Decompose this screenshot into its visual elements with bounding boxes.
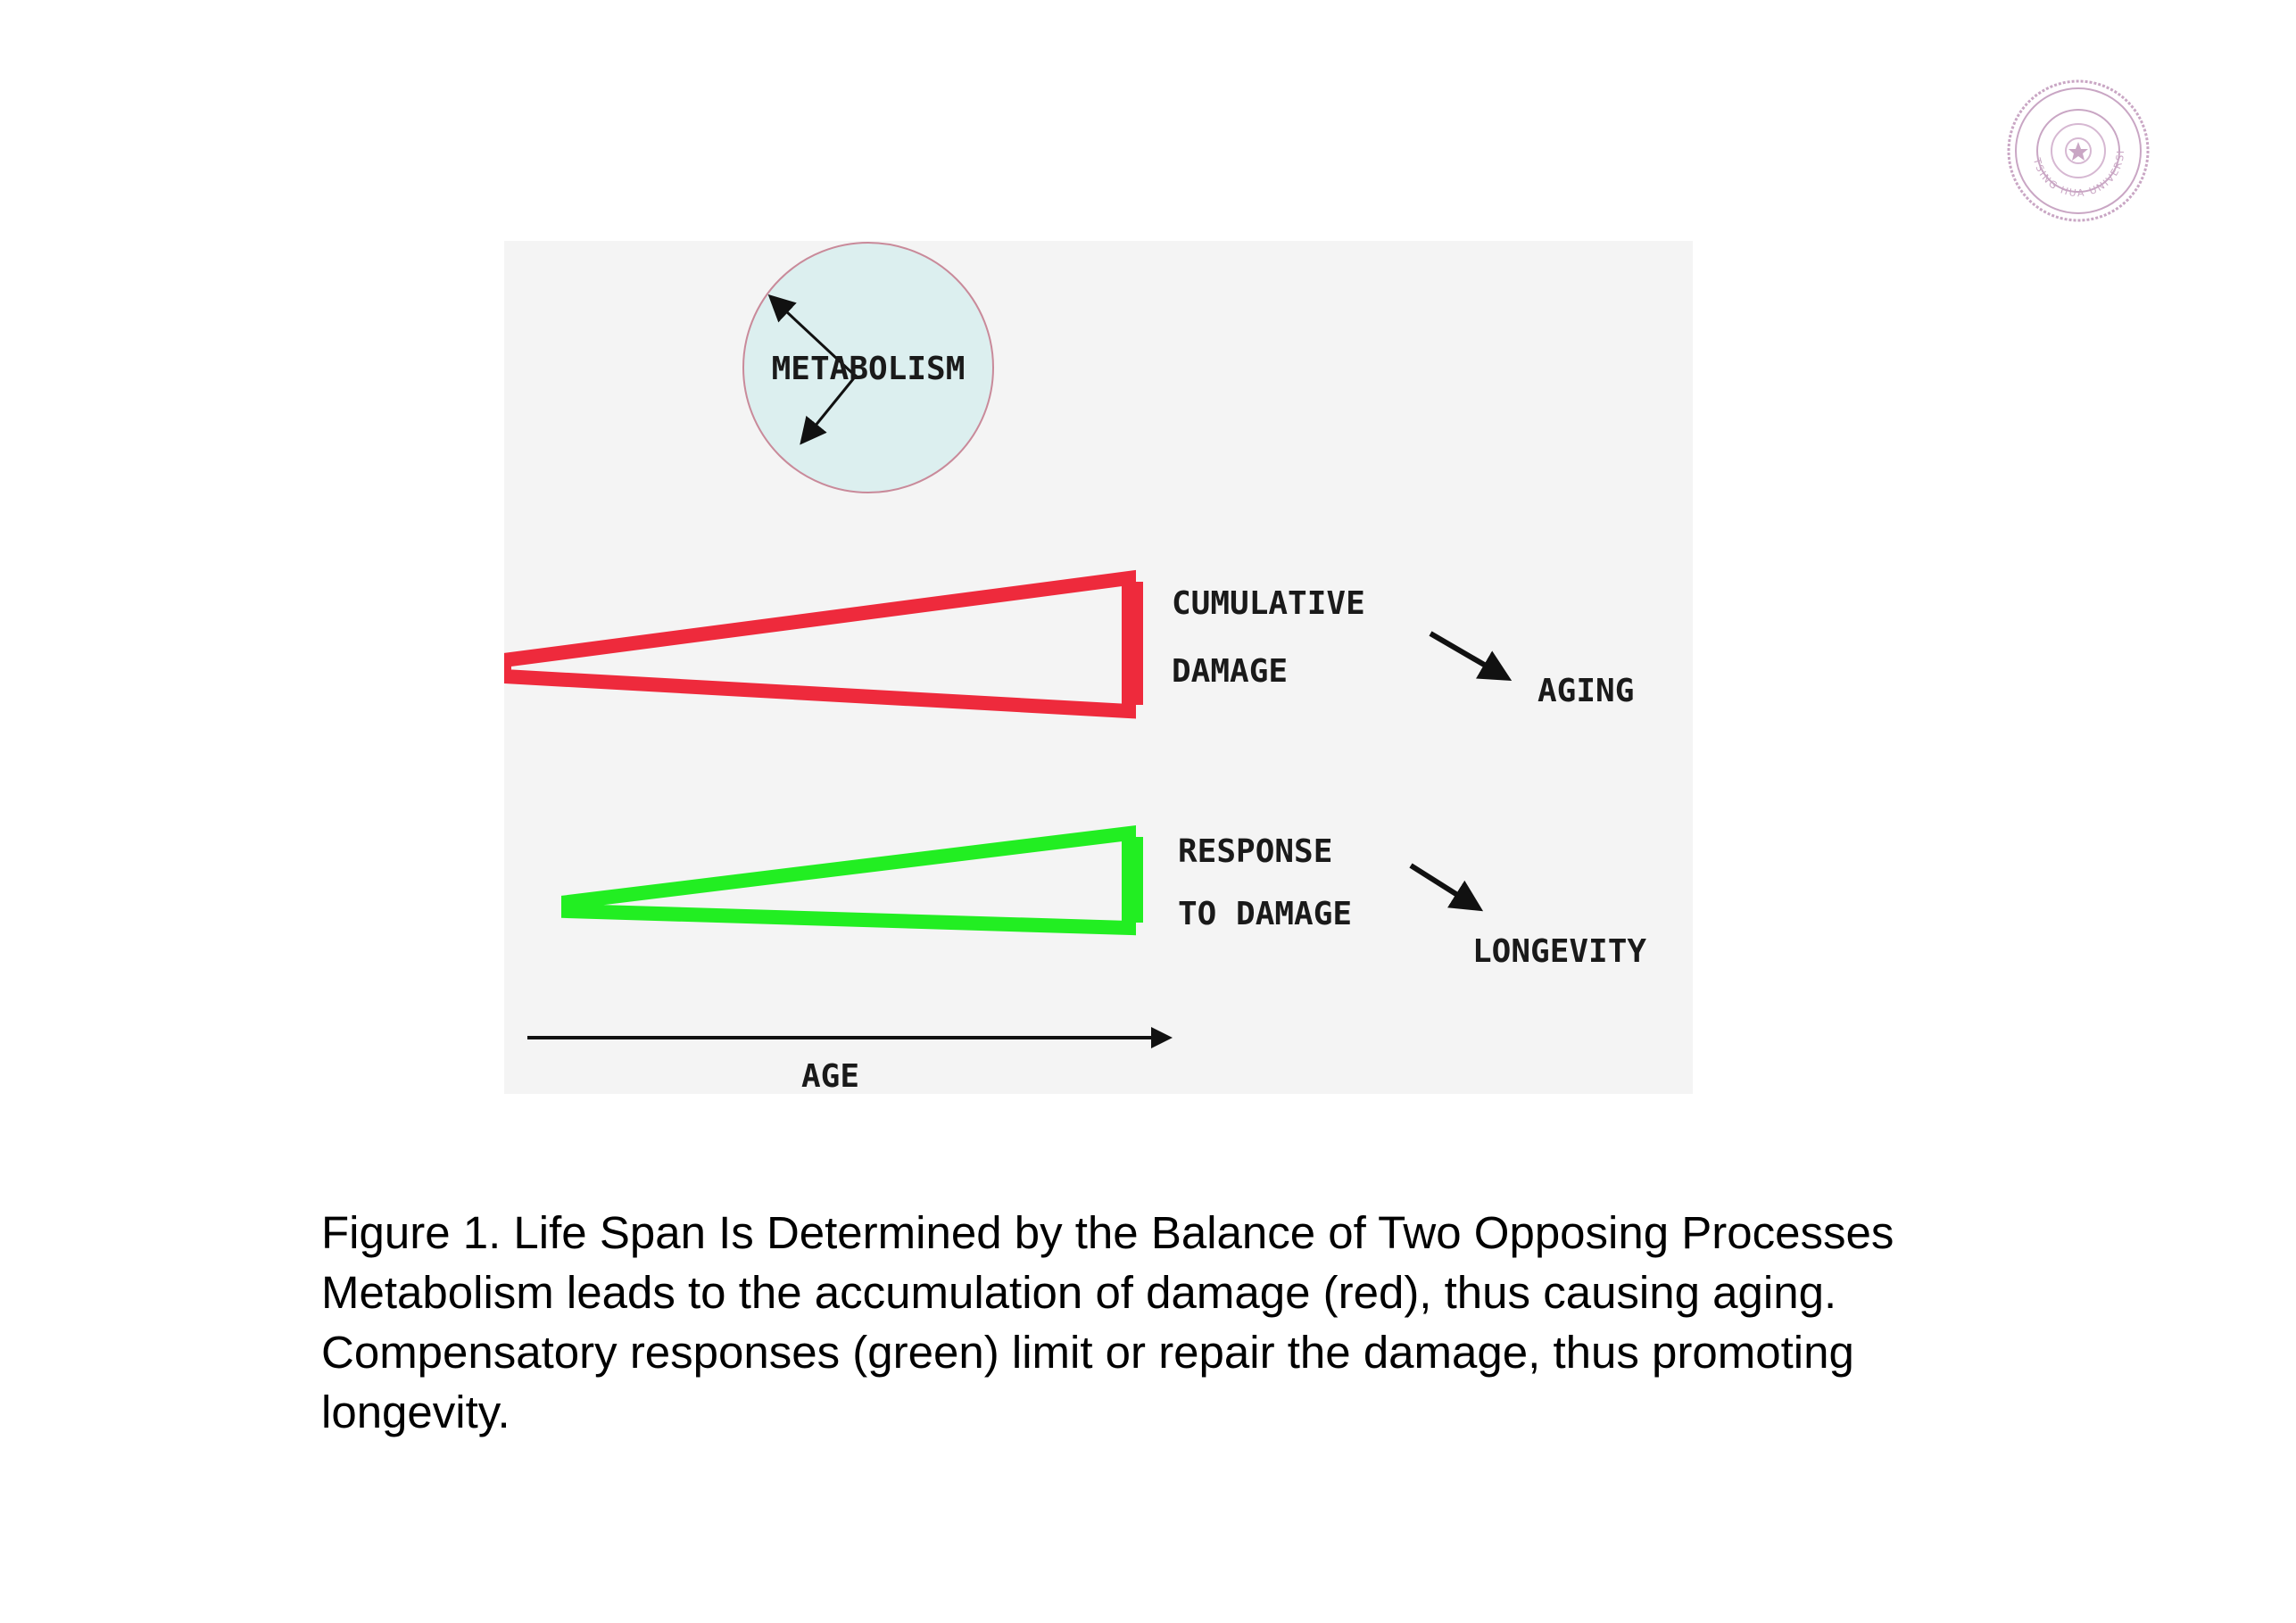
metabolism-label: METABOLISM	[772, 351, 966, 387]
aging-label: AGING	[1538, 673, 1634, 709]
damage-label: DAMAGE	[1172, 653, 1288, 690]
cumulative-label: CUMULATIVE	[1172, 585, 1365, 622]
response-to-damage-wedge	[561, 824, 1143, 936]
cumulative-damage-wedge	[504, 569, 1143, 719]
age-label: AGE	[801, 1058, 859, 1094]
university-seal-icon: TSING HUA UNIVERSITY	[2002, 70, 2151, 223]
metabolism-arrow-up	[767, 294, 854, 375]
caption-line-2: Metabolism leads to the accumulation of …	[321, 1267, 1837, 1318]
to-damage-label: TO DAMAGE	[1178, 896, 1352, 932]
response-label: RESPONSE	[1178, 833, 1332, 870]
caption-line-1: Figure 1. Life Span Is Determined by the…	[321, 1207, 1894, 1258]
diagram-panel: METABOLISM CUMULATIVE DAMAGE AGING RESPO…	[504, 241, 1693, 1094]
caption-line-4: longevity.	[321, 1387, 510, 1437]
metabolism-circle: METABOLISM	[742, 242, 994, 493]
caption-line-3: Compensatory responses (green) limit or …	[321, 1327, 1854, 1378]
response-to-longevity-arrow	[1409, 863, 1484, 912]
longevity-label: LONGEVITY	[1472, 933, 1646, 970]
figure-caption: Figure 1. Life Span Is Determined by the…	[321, 1203, 2070, 1442]
damage-to-aging-arrow	[1429, 631, 1513, 682]
metabolism-arrow-down	[800, 374, 858, 445]
